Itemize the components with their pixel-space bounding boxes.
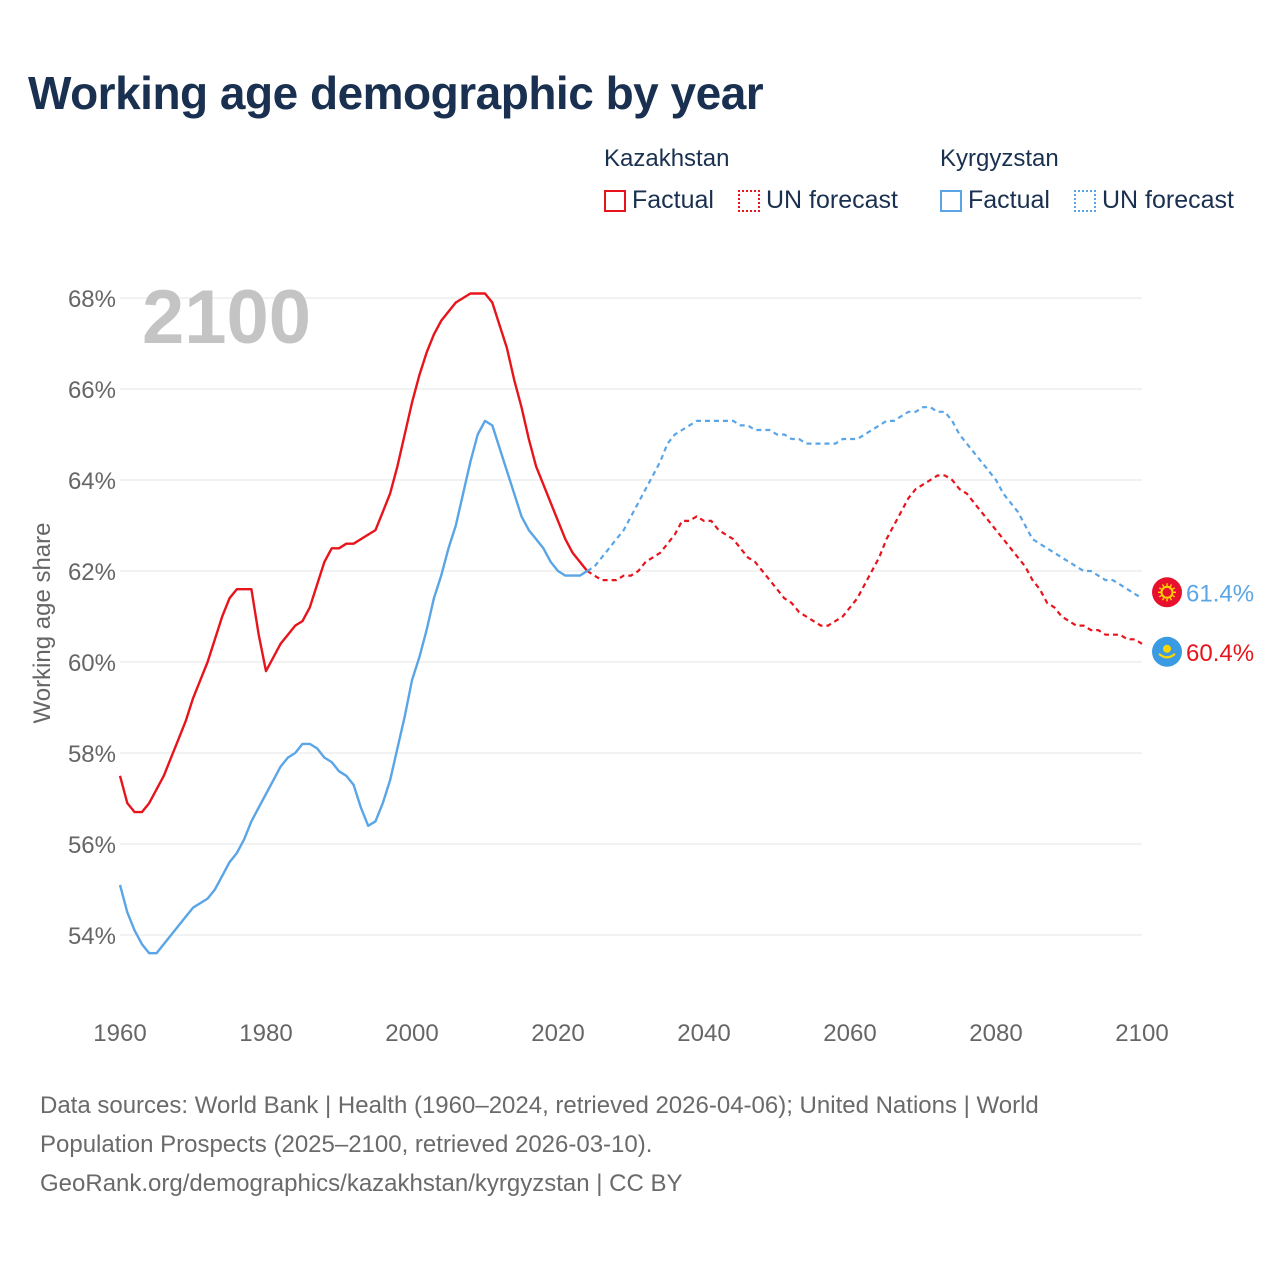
chart-title: Working age demographic by year [28, 67, 764, 119]
y-tick-label: 62% [68, 559, 116, 586]
sun-ray [1169, 584, 1173, 588]
x-tick-label: 2080 [969, 1020, 1022, 1047]
sun-ray [1158, 587, 1162, 590]
sun-ray [1161, 584, 1165, 588]
sun-ray [1158, 594, 1162, 598]
sun-ray [1172, 594, 1176, 598]
y-tick-label: 56% [68, 832, 116, 859]
x-tick-label: 2020 [531, 1020, 584, 1047]
year-watermark: 2100 [142, 275, 311, 360]
footer-sources: Data sources: World Bank | Health (1960–… [40, 1086, 1240, 1203]
series-line-kazakhstan-factual[interactable] [118, 292, 589, 814]
line-chart: 2100 54% 56% 58% 60% 62% 64% 66% 68% 1960 1980 20… [29, 275, 1254, 1047]
sun-ring [1160, 585, 1174, 599]
legend-kyrgyzstan-forecast[interactable]: UN forecast [1074, 186, 1234, 215]
end-label-kyrgyzstan: 61.4% [1186, 580, 1254, 607]
solid-swatch-icon [604, 189, 626, 212]
x-tick-label: 2060 [823, 1020, 876, 1047]
legend-kazakhstan-forecast[interactable]: UN forecast [738, 186, 898, 215]
legend-label: UN forecast [1102, 186, 1234, 214]
series-line-kyrgyzstan-forecast[interactable] [586, 406, 1143, 600]
legend-group-kyrgyzstan: Kyrgyzstan [940, 145, 1059, 172]
sun-ray [1172, 587, 1176, 590]
sun-ray [1169, 597, 1173, 601]
dotted-swatch-icon [1074, 189, 1096, 212]
legend-group-kazakhstan: Kazakhstan [604, 145, 730, 172]
y-tick-label: 54% [68, 923, 116, 950]
kyrgyzstan-flag-icon [1152, 577, 1182, 608]
y-tick-label: 58% [68, 741, 116, 768]
kazakhstan-flag-icon [1152, 636, 1182, 667]
footer-line-2: Population Prospects (2025–2100, retriev… [40, 1131, 653, 1158]
series-line-kazakhstan-forecast[interactable] [586, 474, 1143, 645]
y-tick-label: 66% [68, 377, 116, 404]
legend-kazakhstan-factual[interactable]: Factual [604, 186, 714, 215]
sun-ray [1161, 597, 1165, 601]
legend-kyrgyzstan-factual[interactable]: Factual [940, 186, 1050, 215]
x-tick-label: 2040 [677, 1020, 730, 1047]
series-line-kyrgyzstan-factual[interactable] [118, 419, 588, 955]
y-tick-label: 60% [68, 650, 116, 677]
dotted-swatch-icon [738, 189, 760, 212]
footer-line-3[interactable]: GeoRank.org/demographics/kazakhstan/kyrg… [40, 1170, 683, 1197]
x-tick-label: 1980 [239, 1020, 292, 1047]
x-tick-label: 2000 [385, 1020, 438, 1047]
x-tick-label: 1960 [93, 1020, 146, 1047]
legend-label: UN forecast [766, 186, 898, 214]
y-tick-label: 64% [68, 468, 116, 495]
end-label-kazakhstan: 60.4% [1186, 640, 1254, 667]
solid-swatch-icon [940, 189, 962, 212]
flag-background [1152, 577, 1182, 608]
eagle-wings [1158, 652, 1176, 659]
footer-line-1: Data sources: World Bank | Health (1960–… [40, 1092, 1039, 1119]
x-tick-label: 2100 [1115, 1020, 1168, 1047]
y-tick-label: 68% [68, 286, 116, 313]
legend-label: Factual [632, 186, 714, 214]
sun [1163, 644, 1171, 653]
y-axis-label: Working age share [29, 523, 56, 724]
legend-label: Factual [968, 186, 1050, 214]
